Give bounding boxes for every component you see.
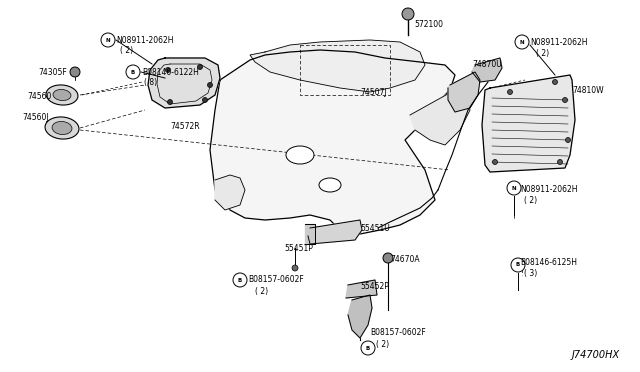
Polygon shape — [482, 75, 575, 172]
Circle shape — [552, 80, 557, 84]
Circle shape — [508, 90, 513, 94]
Circle shape — [202, 97, 207, 103]
Text: 74560J: 74560J — [22, 113, 49, 122]
Ellipse shape — [53, 89, 71, 100]
Circle shape — [361, 341, 375, 355]
Circle shape — [166, 67, 170, 73]
Text: ( 2): ( 2) — [376, 340, 389, 349]
Text: J74700HX: J74700HX — [572, 350, 620, 360]
Polygon shape — [410, 90, 470, 145]
Circle shape — [198, 64, 202, 70]
Text: 55451U: 55451U — [360, 224, 390, 233]
Text: N: N — [520, 39, 524, 45]
Circle shape — [402, 8, 414, 20]
Text: N08911-2062H: N08911-2062H — [520, 185, 577, 194]
Circle shape — [126, 65, 140, 79]
Polygon shape — [308, 220, 362, 244]
Polygon shape — [210, 50, 455, 235]
Circle shape — [70, 67, 80, 77]
Text: 74305F: 74305F — [38, 68, 67, 77]
Text: 74670A: 74670A — [390, 255, 420, 264]
Circle shape — [507, 181, 521, 195]
Text: ( 2): ( 2) — [524, 196, 537, 205]
Ellipse shape — [45, 117, 79, 139]
Polygon shape — [148, 58, 220, 108]
Text: ( 8): ( 8) — [144, 78, 157, 87]
Text: N08911-2062H: N08911-2062H — [116, 36, 173, 45]
Text: 74870U: 74870U — [472, 60, 502, 69]
Text: B: B — [238, 278, 242, 282]
Circle shape — [233, 273, 247, 287]
Ellipse shape — [52, 122, 72, 135]
Polygon shape — [250, 40, 425, 92]
Text: B: B — [131, 70, 135, 74]
Text: ( 2): ( 2) — [255, 287, 268, 296]
Text: B08157-0602F: B08157-0602F — [248, 275, 304, 284]
Polygon shape — [215, 175, 245, 210]
Polygon shape — [472, 58, 502, 82]
Ellipse shape — [319, 178, 341, 192]
Text: B: B — [366, 346, 370, 350]
Text: 74560: 74560 — [27, 92, 51, 101]
Text: B08146-6122H: B08146-6122H — [142, 68, 199, 77]
Circle shape — [557, 160, 563, 164]
Text: 74507J: 74507J — [360, 88, 387, 97]
Circle shape — [383, 253, 393, 263]
Circle shape — [566, 138, 570, 142]
Text: B08157-0602F: B08157-0602F — [370, 328, 426, 337]
Ellipse shape — [46, 85, 78, 105]
Text: B08146-6125H: B08146-6125H — [520, 258, 577, 267]
Polygon shape — [305, 224, 315, 244]
Polygon shape — [346, 280, 377, 298]
Text: N: N — [106, 38, 110, 42]
Circle shape — [292, 265, 298, 271]
Text: 74572R: 74572R — [170, 122, 200, 131]
Text: 55452P: 55452P — [360, 282, 389, 291]
Circle shape — [515, 35, 529, 49]
Circle shape — [101, 33, 115, 47]
Circle shape — [563, 97, 568, 103]
Text: ( 2): ( 2) — [536, 49, 549, 58]
Text: ( 3): ( 3) — [524, 269, 537, 278]
Circle shape — [207, 83, 212, 87]
Text: N08911-2062H: N08911-2062H — [530, 38, 588, 47]
Circle shape — [493, 160, 497, 164]
Text: ( 2): ( 2) — [120, 46, 133, 55]
Circle shape — [168, 99, 173, 105]
Text: 74810W: 74810W — [572, 86, 604, 95]
Polygon shape — [448, 72, 480, 112]
Circle shape — [511, 258, 525, 272]
Text: B: B — [516, 263, 520, 267]
Polygon shape — [348, 295, 372, 338]
Text: 55451P: 55451P — [284, 244, 313, 253]
Text: N: N — [512, 186, 516, 190]
Text: 572100: 572100 — [414, 20, 443, 29]
Ellipse shape — [286, 146, 314, 164]
